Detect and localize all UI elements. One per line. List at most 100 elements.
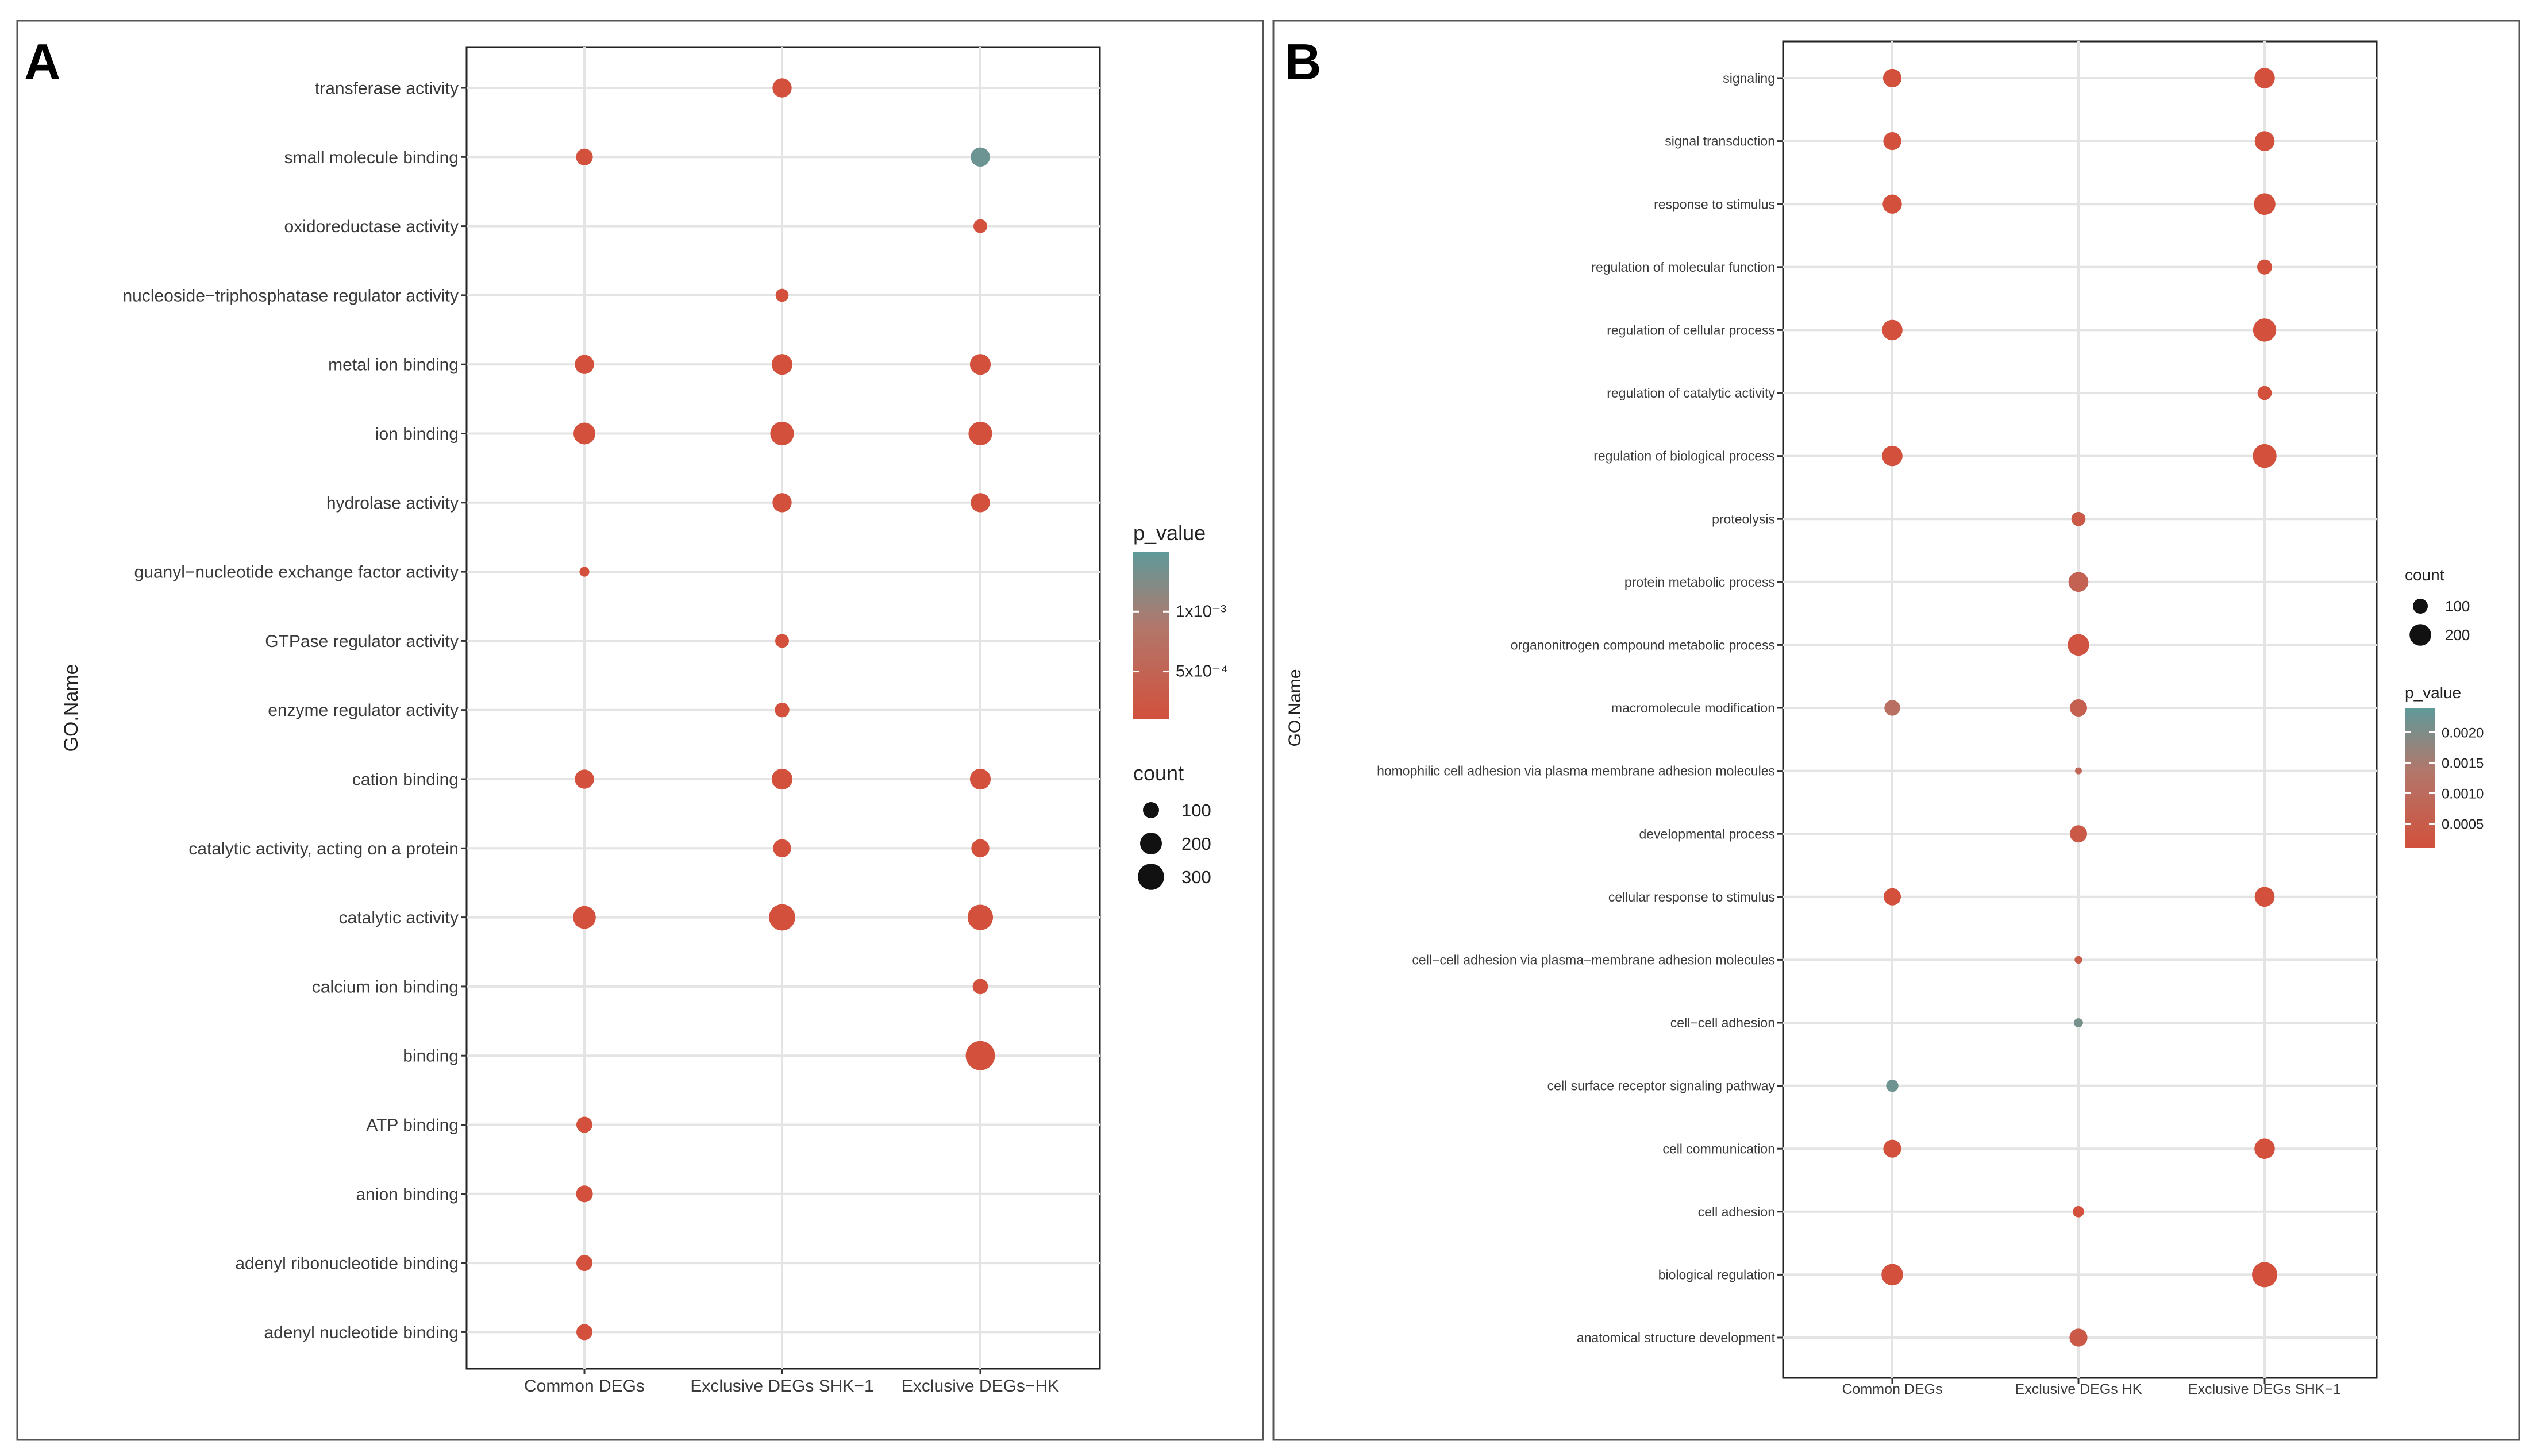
colorbar-gradient — [1133, 552, 1169, 719]
panel-b-y-axis-title: GO.Name — [1285, 669, 1304, 746]
data-point — [775, 634, 789, 648]
panel-b-colorbar: 0.0005 0.0010 0.0015 0.0020 — [2405, 708, 2484, 848]
data-point — [971, 147, 990, 167]
data-point — [967, 904, 994, 930]
data-point — [1882, 68, 1902, 88]
y-tick-label: regulation of catalytic activity — [1607, 386, 1775, 400]
y-tick-label: adenyl ribonucleotide binding — [235, 1254, 459, 1273]
data-point — [1882, 194, 1902, 214]
panel-b-label: B — [1285, 33, 1322, 90]
data-point — [772, 78, 792, 98]
data-point — [1883, 1139, 1901, 1158]
y-tick-label: regulation of molecular function — [1591, 260, 1775, 275]
panel-b-plot: signaling signal transduction response to … — [1377, 40, 2378, 1397]
y-tick-label: enzyme regulator activity — [268, 701, 459, 720]
y-tick-label: macromolecule modification — [1611, 700, 1775, 715]
data-point — [1881, 1264, 1903, 1286]
panel-b-points — [1881, 68, 2277, 1347]
x-tick-label: Exclusive DEGs SHK−1 — [2188, 1381, 2341, 1397]
panel-a-points — [573, 78, 995, 1341]
data-point — [576, 1255, 592, 1272]
colorbar-tick-label: 0.0005 — [2442, 817, 2484, 833]
y-tick-label: organonitrogen compound metabolic proces… — [1511, 637, 1775, 652]
panel-a-color-legend-title: p_value — [1133, 521, 1206, 545]
data-point — [2254, 887, 2275, 907]
data-point — [775, 288, 789, 302]
colorbar-tick-label: 0.0015 — [2442, 756, 2484, 771]
data-point — [2068, 634, 2089, 656]
panel-a-size-legend-title: count — [1133, 761, 1184, 785]
y-tick-label: guanyl−nucleotide exchange factor activi… — [134, 563, 459, 582]
panel-a-y-axis-title: GO.Name — [60, 664, 82, 752]
size-legend-label: 300 — [1181, 867, 1211, 887]
y-tick-label: biological regulation — [1658, 1267, 1775, 1282]
y-tick-label: adenyl nucleotide binding — [264, 1323, 459, 1342]
data-point — [1884, 700, 1900, 716]
y-tick-label: cell communication — [1662, 1141, 1775, 1156]
size-legend-label: 100 — [2445, 598, 2470, 615]
data-point — [573, 906, 596, 929]
size-legend-label: 200 — [2445, 626, 2470, 644]
data-point — [973, 219, 987, 233]
y-tick-label: signal transduction — [1665, 134, 1775, 149]
data-point — [773, 839, 791, 858]
data-point — [575, 769, 594, 789]
data-point — [576, 1116, 592, 1133]
data-point — [771, 768, 793, 790]
data-point — [1886, 1079, 1899, 1092]
panel-b-size-legend-title: count — [2405, 566, 2444, 584]
data-point — [2071, 511, 2086, 526]
y-tick-label: regulation of cellular process — [1607, 322, 1775, 337]
y-tick-label: proteolysis — [1712, 511, 1775, 526]
panel-a-legends: p_value 5x10⁻⁴ 1x10⁻³ count 100 200 300 — [1133, 521, 1228, 890]
y-tick-label: cell adhesion — [1698, 1204, 1775, 1219]
colorbar-tick-label: 5x10⁻⁴ — [1176, 662, 1228, 681]
y-tick-label: cell−cell adhesion — [1670, 1015, 1775, 1030]
panel-b-color-legend-title: p_value — [2405, 684, 2461, 702]
panel-a-label: A — [24, 33, 61, 90]
y-tick-label: homophilic cell adhesion via plasma memb… — [1377, 764, 1775, 779]
data-point — [1882, 319, 1903, 341]
data-point — [2069, 1328, 2088, 1347]
y-tick-label: developmental process — [1639, 826, 1775, 841]
size-legend-dot — [1138, 864, 1164, 890]
data-point — [971, 839, 990, 858]
y-tick-label: cell surface receptor signaling pathway — [1547, 1078, 1776, 1093]
panel-b-x-tick-labels: Common DEGs Exclusive DEGs HK Exclusive DE… — [1842, 1378, 2341, 1397]
data-point — [1882, 445, 1903, 467]
colorbar-gradient — [2405, 708, 2435, 848]
x-tick-label: Exclusive DEGs HK — [2015, 1381, 2142, 1397]
data-point — [2070, 699, 2087, 717]
data-point — [2254, 68, 2275, 88]
y-tick-label: binding — [403, 1047, 459, 1066]
data-point — [771, 354, 793, 375]
data-point — [2075, 767, 2082, 775]
y-tick-label: catalytic activity — [339, 908, 459, 927]
size-legend-dot — [1140, 833, 1162, 854]
data-point — [775, 703, 790, 718]
y-tick-label: anion binding — [356, 1185, 459, 1204]
size-legend-label: 200 — [1181, 834, 1211, 854]
data-point — [579, 567, 590, 577]
y-tick-label: cell−cell adhesion via plasma−membrane a… — [1412, 952, 1775, 967]
data-point — [2254, 1138, 2275, 1159]
data-point — [2253, 444, 2277, 468]
panel-a-x-tick-labels: Common DEGs Exclusive DEGs SHK−1 Exclusive… — [524, 1369, 1059, 1396]
data-point — [1884, 888, 1901, 906]
colorbar-tick-label: 0.0020 — [2442, 725, 2484, 741]
panel-a-colorbar: 5x10⁻⁴ 1x10⁻³ — [1133, 552, 1228, 719]
y-tick-label: GTPase regulator activity — [265, 632, 459, 651]
panel-b-size-legend: 100 200 — [2409, 598, 2470, 646]
y-tick-label: cation binding — [352, 771, 459, 789]
data-point — [769, 904, 795, 931]
data-point — [2252, 1262, 2277, 1288]
colorbar-tick-label: 1x10⁻³ — [1176, 602, 1226, 621]
data-point — [2253, 318, 2277, 342]
data-point — [2257, 259, 2272, 275]
y-tick-label: calcium ion binding — [312, 977, 459, 996]
y-tick-label: small molecule binding — [284, 148, 459, 167]
y-tick-label: cellular response to stimulus — [1608, 889, 1775, 904]
y-tick-label: oxidoreductase activity — [284, 217, 459, 236]
